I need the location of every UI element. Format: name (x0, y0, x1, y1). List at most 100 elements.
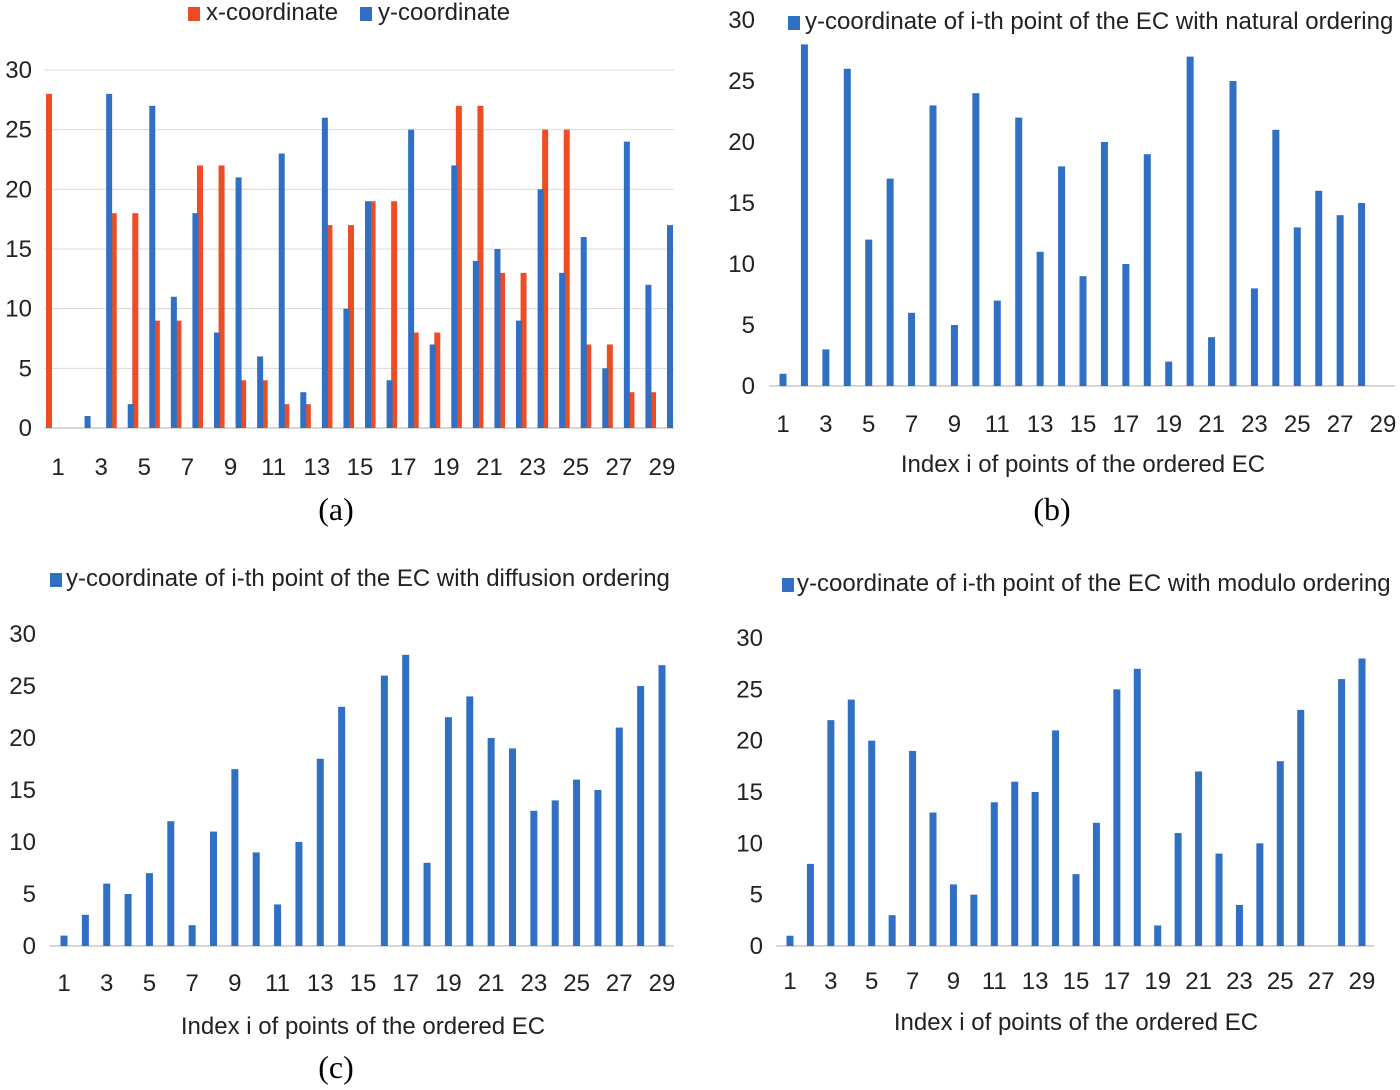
bar-x-coordinate (455, 105, 462, 429)
bar (145, 873, 153, 946)
bar-y-coordinate (214, 332, 220, 428)
bar (1186, 56, 1194, 386)
y-tick-label: 0 (742, 373, 755, 400)
x-tick-label: 13 (1022, 968, 1049, 995)
bar (1208, 337, 1216, 386)
bar-y-coordinate (321, 117, 328, 428)
y-tick-label: 20 (5, 176, 32, 203)
bar (868, 740, 876, 946)
bar (530, 810, 538, 946)
legend-label: x-coordinate (206, 0, 338, 26)
y-tick-label: 20 (9, 725, 36, 752)
x-tick-label: 23 (1241, 411, 1268, 438)
bar-x-coordinate (304, 404, 311, 428)
legend-label: y-coordinate of i-th point of the EC wit… (66, 565, 670, 592)
bar (466, 696, 474, 946)
x-tick-label: 5 (138, 454, 151, 481)
bar (167, 821, 175, 946)
bar (1031, 792, 1039, 946)
bar-x-coordinate (477, 105, 484, 429)
bar (658, 665, 666, 946)
x-tick-label: 27 (1308, 968, 1335, 995)
bar (487, 738, 495, 946)
bar (551, 800, 559, 946)
y-tick-label: 20 (736, 728, 763, 755)
x-tick-label: 5 (143, 970, 156, 997)
bar (60, 935, 68, 946)
x-tick-label: 25 (1267, 968, 1294, 995)
y-tick-label: 15 (9, 777, 36, 804)
y-tick-label: 15 (728, 190, 755, 217)
x-tick-label: 11 (261, 454, 286, 481)
bar-y-coordinate (645, 284, 652, 428)
bar-x-coordinate (175, 320, 182, 428)
y-tick-label: 15 (5, 236, 32, 263)
x-axis-label: Index i of points of the ordered EC (901, 451, 1265, 478)
x-tick-label: 19 (1144, 968, 1171, 995)
bar (423, 862, 431, 946)
bar-y-coordinate (559, 272, 566, 428)
bar (1250, 288, 1258, 386)
bar-y-coordinate (472, 260, 479, 428)
bar (1122, 264, 1130, 386)
y-tick-label: 25 (9, 673, 36, 700)
bar (1058, 166, 1066, 386)
bar (103, 883, 111, 946)
y-tick-label: 30 (728, 7, 755, 34)
bar-y-coordinate (516, 320, 522, 428)
x-tick-label: 9 (948, 411, 961, 438)
x-tick-label: 25 (1284, 411, 1311, 438)
bar (929, 812, 937, 946)
bar (886, 178, 894, 386)
bar (1165, 361, 1173, 386)
y-tick-label: 5 (750, 882, 763, 909)
bar-y-coordinate (580, 237, 587, 428)
bar-y-coordinate (149, 105, 156, 429)
bar (993, 300, 1001, 386)
legend-label: y-coordinate (378, 0, 510, 26)
x-tick-label: 1 (57, 970, 70, 997)
x-tick-label: 7 (185, 970, 198, 997)
bar (909, 750, 917, 946)
x-tick-label: 9 (224, 454, 237, 481)
bar-x-coordinate (326, 225, 333, 428)
bar-x-coordinate (218, 165, 225, 428)
bar-x-coordinate (283, 404, 290, 428)
bar-x-coordinate (412, 332, 419, 428)
x-tick-label: 27 (1327, 411, 1354, 438)
y-tick-label: 5 (23, 881, 36, 908)
bar (786, 935, 794, 946)
y-tick-label: 30 (5, 57, 32, 84)
bar (231, 769, 239, 946)
bar-x-coordinate (261, 380, 268, 428)
bar (402, 654, 410, 946)
bar-y-coordinate (386, 380, 393, 428)
x-tick-label: 3 (824, 968, 837, 995)
x-tick-label: 3 (94, 454, 107, 481)
bar (1015, 117, 1023, 386)
bar (1235, 904, 1243, 946)
bar (1336, 215, 1344, 386)
y-tick-label: 10 (5, 296, 32, 323)
bar-x-coordinate (434, 332, 441, 428)
y-tick-label: 0 (19, 415, 32, 442)
x-tick-label: 9 (228, 970, 241, 997)
x-tick-label: 21 (1185, 968, 1212, 995)
bar-x-coordinate (391, 201, 398, 428)
x-tick-label: 11 (985, 411, 1010, 438)
bar-y-coordinate (300, 392, 307, 428)
legend-swatch (788, 16, 800, 30)
panel-label: (b) (1033, 491, 1070, 527)
bar (1256, 843, 1264, 946)
y-tick-label: 30 (9, 621, 36, 648)
panel-label: (a) (318, 491, 354, 527)
bar-y-coordinate (257, 356, 264, 428)
bar-y-coordinate (278, 153, 285, 429)
y-tick-label: 0 (23, 933, 36, 960)
bar (1036, 251, 1044, 386)
bar (444, 717, 452, 946)
x-tick-label: 23 (519, 454, 546, 481)
bar-y-coordinate (494, 249, 501, 428)
